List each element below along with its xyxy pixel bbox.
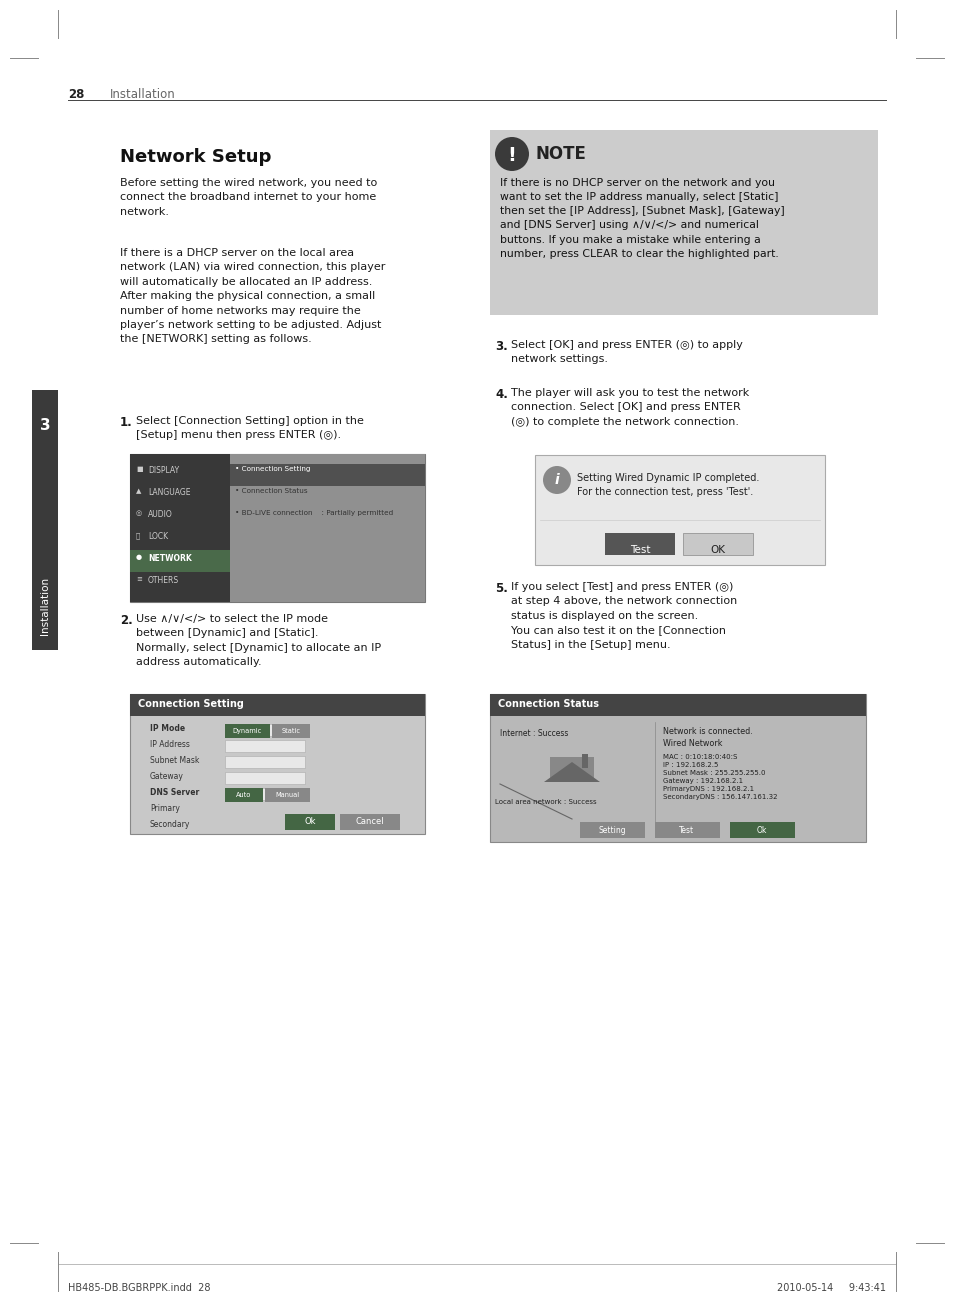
Text: ●: ● [136, 554, 142, 559]
Text: ⚿: ⚿ [136, 532, 140, 539]
Text: AUDIO: AUDIO [148, 510, 172, 519]
Text: ≡: ≡ [136, 576, 142, 582]
Text: If you select [Test] and press ENTER (◎)
at step 4 above, the network connection: If you select [Test] and press ENTER (◎)… [511, 582, 737, 649]
Text: Select [OK] and press ENTER (◎) to apply
network settings.: Select [OK] and press ENTER (◎) to apply… [511, 340, 742, 364]
FancyBboxPatch shape [225, 756, 305, 768]
Text: Cancel: Cancel [355, 817, 384, 826]
FancyBboxPatch shape [285, 814, 335, 830]
Text: Manual: Manual [274, 792, 298, 798]
Text: 4.: 4. [495, 388, 507, 401]
FancyBboxPatch shape [225, 788, 263, 801]
Text: ◎: ◎ [136, 510, 142, 516]
FancyBboxPatch shape [579, 822, 644, 838]
Text: Installation: Installation [110, 88, 175, 101]
FancyBboxPatch shape [32, 390, 58, 650]
FancyBboxPatch shape [550, 757, 594, 782]
Text: Connection Setting: Connection Setting [138, 699, 244, 709]
FancyBboxPatch shape [230, 464, 424, 487]
Text: Test: Test [629, 545, 650, 556]
Text: Secondary: Secondary [150, 820, 191, 829]
Text: Before setting the wired network, you need to
connect the broadband internet to : Before setting the wired network, you ne… [120, 178, 376, 217]
FancyBboxPatch shape [490, 693, 865, 716]
Text: Select [Connection Setting] option in the
[Setup] menu then press ENTER (◎).: Select [Connection Setting] option in th… [136, 416, 363, 441]
Text: Network is connected.
Wired Network: Network is connected. Wired Network [662, 727, 752, 748]
Text: Connection Status: Connection Status [497, 699, 598, 709]
FancyBboxPatch shape [130, 454, 424, 602]
Text: HB485-DB.BGBRPPK.indd  28: HB485-DB.BGBRPPK.indd 28 [68, 1283, 211, 1293]
FancyBboxPatch shape [490, 130, 877, 315]
Text: 5.: 5. [495, 582, 507, 595]
Text: • BD-LIVE connection    : Partially permitted: • BD-LIVE connection : Partially permitt… [234, 510, 393, 516]
Text: Static: Static [281, 729, 300, 734]
Text: LANGUAGE: LANGUAGE [148, 488, 191, 497]
FancyBboxPatch shape [729, 822, 794, 838]
Text: Ok: Ok [304, 817, 315, 826]
Text: NETWORK: NETWORK [148, 554, 192, 563]
Text: Dynamic: Dynamic [233, 729, 261, 734]
Text: IP Mode: IP Mode [150, 723, 185, 732]
FancyBboxPatch shape [339, 814, 399, 830]
Text: Test: Test [679, 826, 694, 835]
Text: ▲: ▲ [136, 488, 141, 494]
FancyBboxPatch shape [130, 693, 424, 716]
Text: 28: 28 [68, 88, 84, 101]
FancyBboxPatch shape [225, 740, 305, 752]
FancyBboxPatch shape [655, 822, 720, 838]
Text: ■: ■ [136, 466, 143, 472]
Text: MAC : 0:10:18:0:40:S
IP : 192.168.2.5
Subnet Mask : 255.255.255.0
Gateway : 192.: MAC : 0:10:18:0:40:S IP : 192.168.2.5 Su… [662, 755, 777, 800]
Text: Auto: Auto [236, 792, 252, 798]
Text: LOCK: LOCK [148, 532, 168, 541]
Text: Setting Wired Dynamic IP completed.
For the connection test, press 'Test'.: Setting Wired Dynamic IP completed. For … [577, 474, 759, 497]
Text: DNS Server: DNS Server [150, 788, 199, 798]
Text: 2010-05-14     9:43:41: 2010-05-14 9:43:41 [776, 1283, 885, 1293]
Text: DISPLAY: DISPLAY [148, 466, 179, 475]
Text: Gateway: Gateway [150, 771, 184, 781]
FancyBboxPatch shape [225, 788, 305, 800]
FancyBboxPatch shape [130, 550, 230, 572]
Text: • Connection Setting: • Connection Setting [234, 466, 310, 472]
Text: Setting: Setting [598, 826, 625, 835]
Text: OK: OK [710, 545, 724, 556]
Polygon shape [543, 762, 599, 782]
FancyBboxPatch shape [130, 454, 230, 602]
Text: IP Address: IP Address [150, 740, 190, 749]
FancyBboxPatch shape [225, 723, 305, 736]
Text: Internet : Success: Internet : Success [499, 729, 568, 738]
Text: Installation: Installation [40, 576, 50, 635]
Text: !: ! [507, 146, 516, 165]
FancyBboxPatch shape [225, 723, 270, 738]
Text: Local area network : Success: Local area network : Success [495, 799, 596, 805]
Text: If there is a DHCP server on the local area
network (LAN) via wired connection, : If there is a DHCP server on the local a… [120, 248, 385, 345]
Text: The player will ask you to test the network
connection. Select [OK] and press EN: The player will ask you to test the netw… [511, 388, 748, 427]
Text: Network Setup: Network Setup [120, 148, 271, 167]
Text: NOTE: NOTE [536, 144, 586, 163]
Circle shape [542, 466, 571, 494]
Text: Subnet Mask: Subnet Mask [150, 756, 199, 765]
Circle shape [495, 137, 529, 170]
Text: If there is no DHCP server on the network and you
want to set the IP address man: If there is no DHCP server on the networ… [499, 178, 784, 259]
FancyBboxPatch shape [581, 755, 587, 768]
Text: 2.: 2. [120, 614, 132, 627]
FancyBboxPatch shape [225, 771, 305, 785]
Text: 3: 3 [40, 418, 51, 433]
FancyBboxPatch shape [604, 533, 675, 556]
FancyBboxPatch shape [230, 454, 424, 602]
Text: Ok: Ok [756, 826, 766, 835]
Text: 1.: 1. [120, 416, 132, 429]
Text: i: i [554, 474, 558, 487]
FancyBboxPatch shape [490, 693, 865, 842]
FancyBboxPatch shape [535, 455, 824, 565]
FancyBboxPatch shape [682, 533, 752, 556]
Text: Primary: Primary [150, 804, 180, 813]
Text: • Connection Status: • Connection Status [234, 488, 307, 494]
FancyBboxPatch shape [265, 788, 310, 801]
FancyBboxPatch shape [272, 723, 310, 738]
Text: Use ∧/∨/</> to select the IP mode
between [Dynamic] and [Static].
Normally, sele: Use ∧/∨/</> to select the IP mode betwee… [136, 614, 381, 667]
Text: OTHERS: OTHERS [148, 576, 179, 585]
Text: 3.: 3. [495, 340, 507, 353]
FancyBboxPatch shape [130, 693, 424, 834]
